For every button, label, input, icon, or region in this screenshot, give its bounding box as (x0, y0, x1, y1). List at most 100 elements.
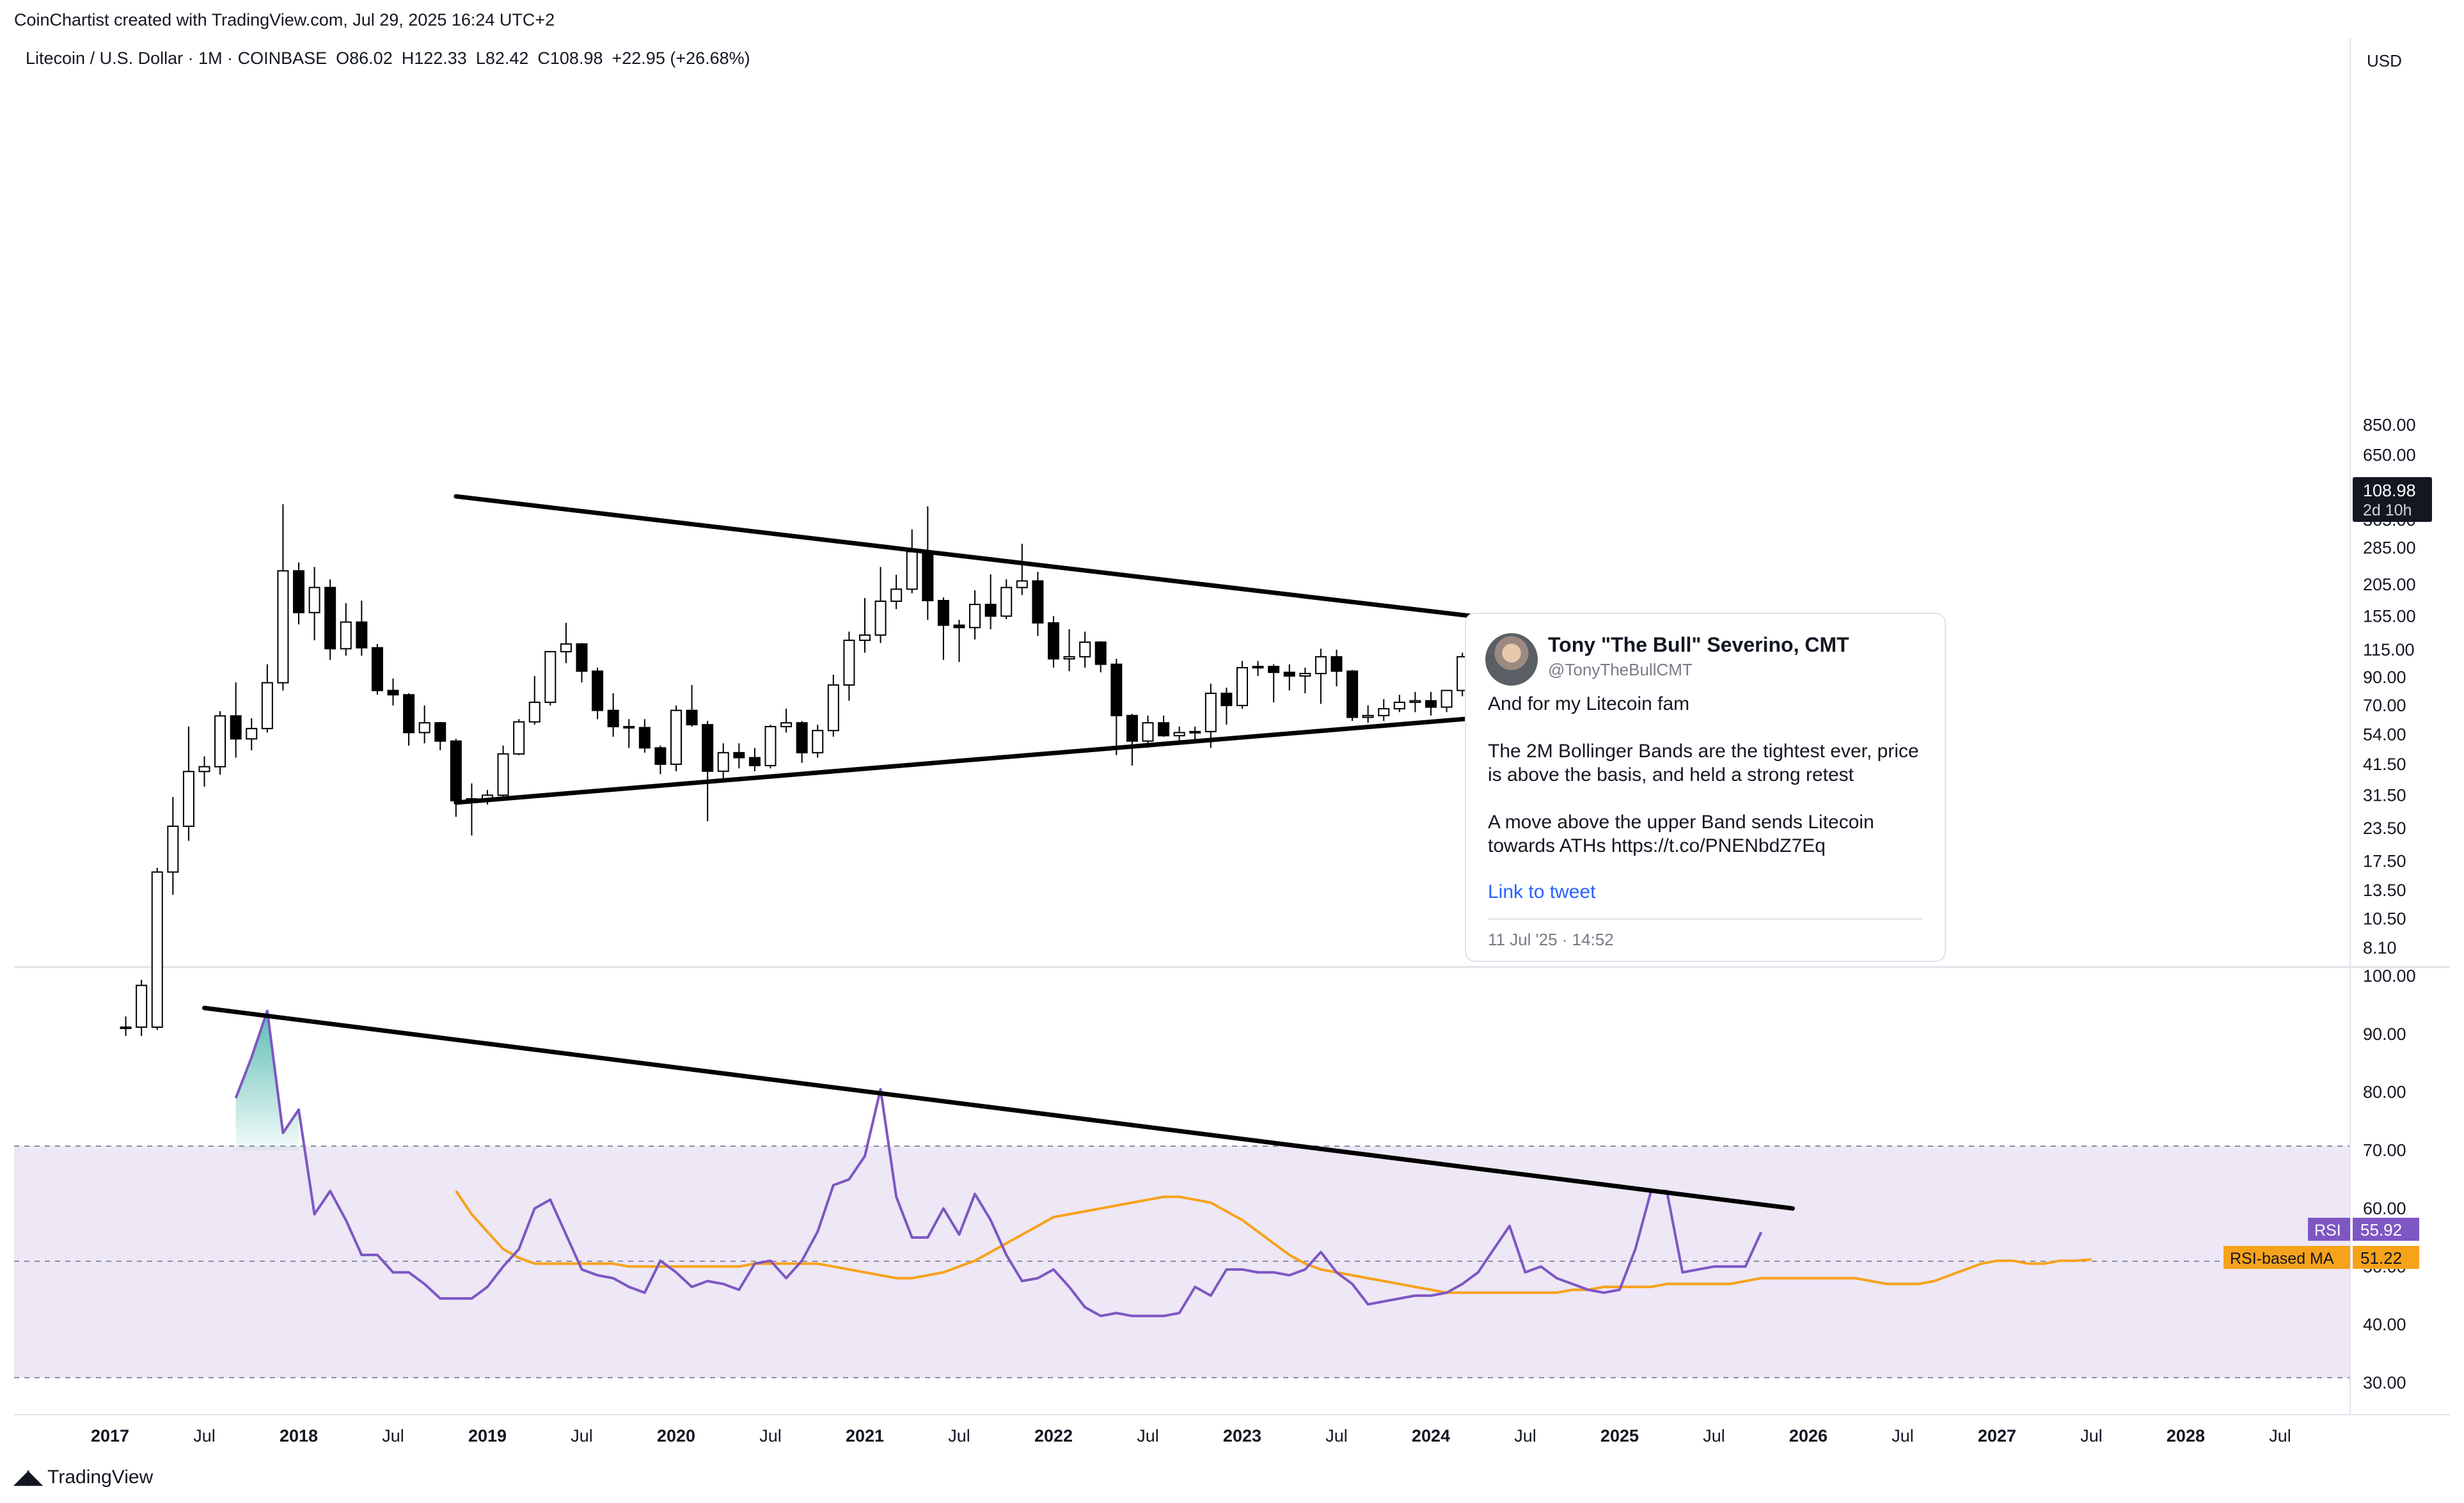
time-tick-label: 2018 (280, 1426, 318, 1445)
candle (466, 783, 478, 836)
candle (1110, 659, 1123, 755)
price-tick-label: 41.50 (2363, 755, 2406, 774)
rsi-tick-label: 90.00 (2363, 1025, 2406, 1044)
candle (1393, 695, 1405, 712)
candle (607, 693, 619, 737)
candle (136, 979, 148, 1036)
bar-countdown: 2d 10h (2363, 501, 2412, 519)
tweet-text: And for my Litecoin fam The 2M Bollinger… (1488, 693, 1919, 856)
tweet-author-handle[interactable]: @TonyTheBullCMT (1548, 660, 1693, 679)
price-tick-label: 54.00 (2363, 725, 2406, 744)
rsi-ma-line (455, 1190, 2092, 1294)
candle (1079, 631, 1091, 668)
candle-body-down (1047, 622, 1059, 660)
candle-body-up (261, 682, 273, 730)
candle-body-down (796, 722, 808, 753)
candle (843, 631, 855, 701)
candle-body-down (654, 747, 667, 765)
time-tick-label: Jul (1325, 1426, 1348, 1445)
candle (182, 727, 194, 841)
rsi-value: 55.92 (2360, 1220, 2402, 1239)
candle (1347, 670, 1359, 721)
candle (1441, 689, 1453, 712)
candle-body-up (874, 601, 887, 636)
rsi-label: RSI (2314, 1222, 2341, 1239)
candle-body-down (1268, 666, 1280, 673)
brand-name: TradingView (47, 1466, 154, 1488)
rsi-tick-label: 60.00 (2363, 1199, 2406, 1218)
candle (387, 678, 399, 706)
tweet-card[interactable]: Tony "The Bull" Severino, CMT @TonyTheBu… (1465, 613, 1946, 962)
legend-open: O86.02 (336, 49, 393, 68)
time-tick-label: Jul (948, 1426, 970, 1445)
tweet-link[interactable]: Link to tweet (1488, 881, 1596, 902)
candle-body-down (230, 715, 242, 740)
candle-body-down (592, 670, 604, 711)
time-tick-label: 2025 (1600, 1426, 1639, 1445)
candle (1252, 661, 1264, 676)
candle-body-down (984, 604, 997, 617)
time-tick-label: 2028 (2167, 1426, 2205, 1445)
time-tick-label: 2019 (468, 1426, 507, 1445)
rsi-tick-label: 100.00 (2363, 966, 2416, 986)
candle-body-down (1110, 663, 1123, 716)
candle (261, 664, 273, 733)
candle-body-up (1378, 708, 1390, 716)
time-tick-label: 2020 (657, 1426, 695, 1445)
candle-body-up (418, 722, 430, 734)
candle-body-down (387, 689, 399, 696)
candle-body-down (1032, 580, 1044, 624)
tweet-date: 11 Jul '25 · 14:52 (1488, 930, 1614, 949)
candle-body-up (528, 702, 541, 723)
price-tick-label: 115.00 (2363, 640, 2415, 659)
candle (450, 739, 462, 817)
legend-high: H122.33 (401, 49, 467, 68)
time-tick-label: 2022 (1034, 1426, 1073, 1445)
candle (592, 667, 604, 720)
candle-body-down (953, 624, 965, 629)
tweet-avatar[interactable] (1485, 633, 1538, 686)
tweet-author-name[interactable]: Tony "The Bull" Severino, CMT (1548, 633, 1849, 656)
candle-body-down (1425, 700, 1437, 708)
candle (1236, 661, 1248, 709)
candle (874, 567, 887, 643)
time-axis[interactable]: 2017 Jul 2018 Jul 2019 Jul 2020 Jul 2021 Jul 2022 J… (91, 1426, 2291, 1445)
candle (576, 643, 588, 682)
candle-body-down (371, 647, 383, 691)
candle-body-up (277, 570, 289, 684)
time-tick-label: Jul (193, 1426, 216, 1445)
candle-body-down (1283, 672, 1295, 677)
candle (937, 597, 949, 660)
symbol-name[interactable]: Litecoin / U.S. Dollar · 1M · COINBASE (26, 49, 328, 68)
time-tick-label: 2024 (1412, 1426, 1450, 1445)
candle-body-up (544, 650, 557, 704)
candle (686, 685, 698, 727)
candle-body-down (623, 726, 635, 729)
currency-box[interactable] (2353, 38, 2450, 78)
candle (1299, 667, 1311, 694)
candle (528, 675, 541, 725)
candle (733, 743, 745, 769)
candle (434, 721, 446, 751)
tradingview-icon: ◢◣ (14, 1467, 42, 1488)
candle (167, 797, 179, 895)
candle-body-up (1173, 732, 1185, 737)
rsi-tick-label: 80.00 (2363, 1083, 2406, 1102)
symbol-legend: Litecoin / U.S. Dollar · 1M · COINBASE O8… (26, 49, 759, 68)
candle-body-down (1094, 641, 1107, 665)
candle (418, 705, 430, 744)
time-tick-label: Jul (1891, 1426, 1914, 1445)
tradingview-logo[interactable]: ◢◣ TradingView (14, 1466, 153, 1488)
candle (1268, 664, 1280, 703)
candle (796, 721, 808, 763)
price-tick-label: 90.00 (2363, 668, 2406, 687)
rsi-axis[interactable]: 100.0090.0080.0070.0060.0050.0040.0030.0… (2363, 966, 2416, 1392)
candle (1126, 714, 1138, 766)
time-tick-label: Jul (1514, 1426, 1536, 1445)
candle-body-down (576, 643, 588, 672)
candle (371, 643, 383, 695)
chart-credit: CoinChartist created with TradingView.co… (14, 10, 555, 29)
candle-body-up (1315, 656, 1327, 675)
candle-body-up (1252, 666, 1264, 669)
